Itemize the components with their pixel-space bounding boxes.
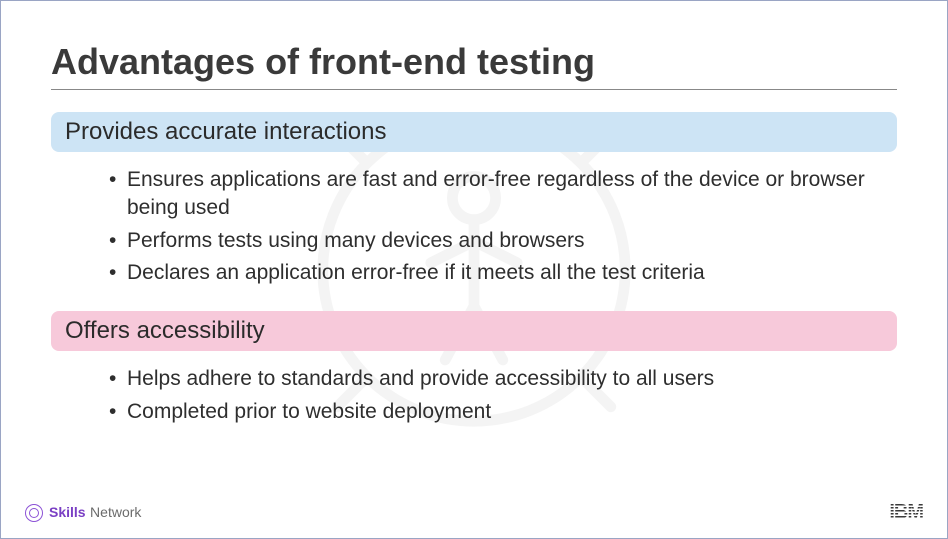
list-item: Performs tests using many devices and br… (109, 227, 897, 255)
brand-word-network: Network (90, 504, 141, 520)
list-item: Helps adhere to standards and provide ac… (109, 365, 897, 393)
bullet-list-interactions: Ensures applications are fast and error-… (51, 166, 897, 287)
list-item: Completed prior to website deployment (109, 398, 897, 426)
ibm-logo: IBM (889, 501, 923, 524)
section-header-accessibility: Offers accessibility (51, 311, 897, 351)
slide-footer: Skills Network IBM (25, 501, 923, 524)
slide-content: Advantages of front-end testing Provides… (51, 41, 897, 426)
list-item: Ensures applications are fast and error-… (109, 166, 897, 223)
list-item: Declares an application error-free if it… (109, 259, 897, 287)
page-title: Advantages of front-end testing (51, 41, 897, 90)
slide-frame: Advantages of front-end testing Provides… (0, 0, 948, 539)
skills-network-brand: Skills Network (25, 504, 141, 522)
section-header-interactions: Provides accurate interactions (51, 112, 897, 152)
brand-word-skills: Skills (49, 504, 86, 520)
skills-network-icon (25, 504, 43, 522)
bullet-list-accessibility: Helps adhere to standards and provide ac… (51, 365, 897, 426)
